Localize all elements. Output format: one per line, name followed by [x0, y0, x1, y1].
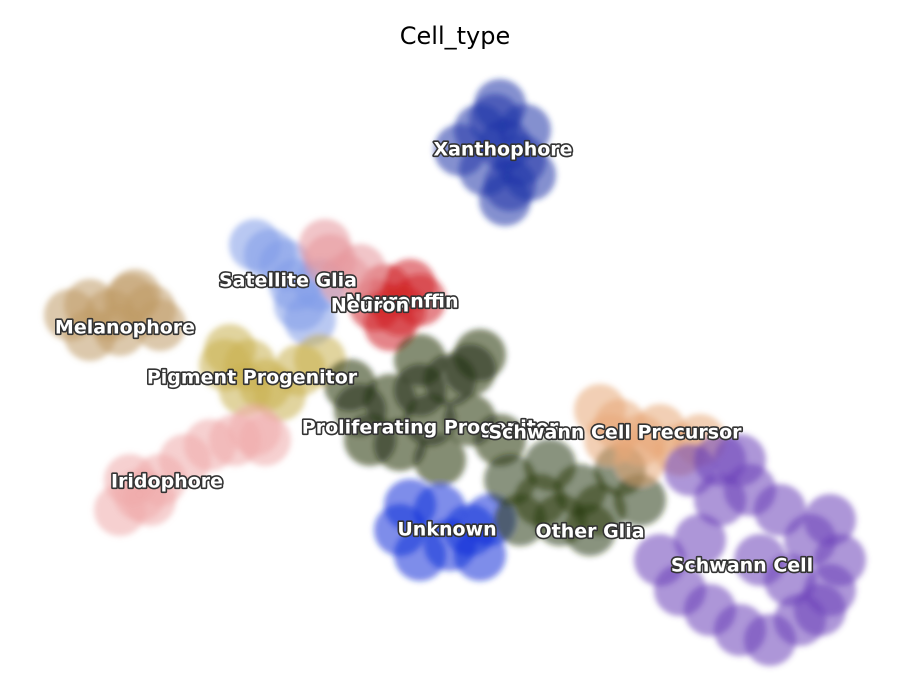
scatter-point [284, 294, 336, 346]
scatter-point [674, 514, 726, 566]
cluster-label: Neuronffin [346, 291, 459, 313]
scatter-point [344, 414, 396, 466]
scatter-point [564, 504, 616, 556]
scatter-point [64, 309, 116, 361]
scatter-point [124, 474, 176, 526]
points-layer [44, 79, 866, 666]
labels-layer: Xanthophore Satellite GliaNeuronffinNeuro… [53, 137, 814, 578]
scatter-point [524, 439, 576, 491]
scatter-point [794, 584, 846, 636]
cluster-label: Neuron [331, 295, 409, 317]
scatter-point [614, 474, 666, 526]
scatter-point [499, 104, 551, 156]
scatter-point [634, 534, 686, 586]
scatter-point [479, 174, 531, 226]
scatter-point [239, 414, 291, 466]
cluster-label: Unknown [397, 519, 496, 541]
scatter-point [714, 434, 766, 486]
scatter-point [474, 414, 526, 466]
scatter-point [434, 124, 486, 176]
cluster-label: Melanophore [55, 317, 195, 339]
scatter-point [324, 359, 376, 411]
scatter-point [454, 329, 506, 381]
scatter-point [199, 339, 251, 391]
scatter-point [694, 474, 746, 526]
scatter-point [109, 269, 161, 321]
scatter-point [384, 479, 436, 531]
cluster-label: Proliferating Progenitor [302, 417, 559, 439]
scatter-point [394, 274, 446, 326]
scatter-point [494, 494, 546, 546]
scatter-point [804, 494, 856, 546]
chart-title: Cell_type [400, 22, 510, 50]
cluster-label: Other Glia [535, 521, 644, 543]
scatter-point [334, 244, 386, 296]
cluster-label: Iridophore [111, 471, 223, 493]
scatter-point [584, 414, 636, 466]
cluster-label: Xanthophore [433, 139, 572, 161]
cluster-label: Schwann Cell Precursor [488, 422, 742, 444]
cluster-label: Satellite Glia [219, 270, 357, 292]
cluster-label: Pigment Progenitor [147, 367, 358, 389]
scatter-point [414, 434, 466, 486]
scatter-point [394, 334, 446, 386]
cluster-label: Schwann Cell [671, 555, 813, 577]
